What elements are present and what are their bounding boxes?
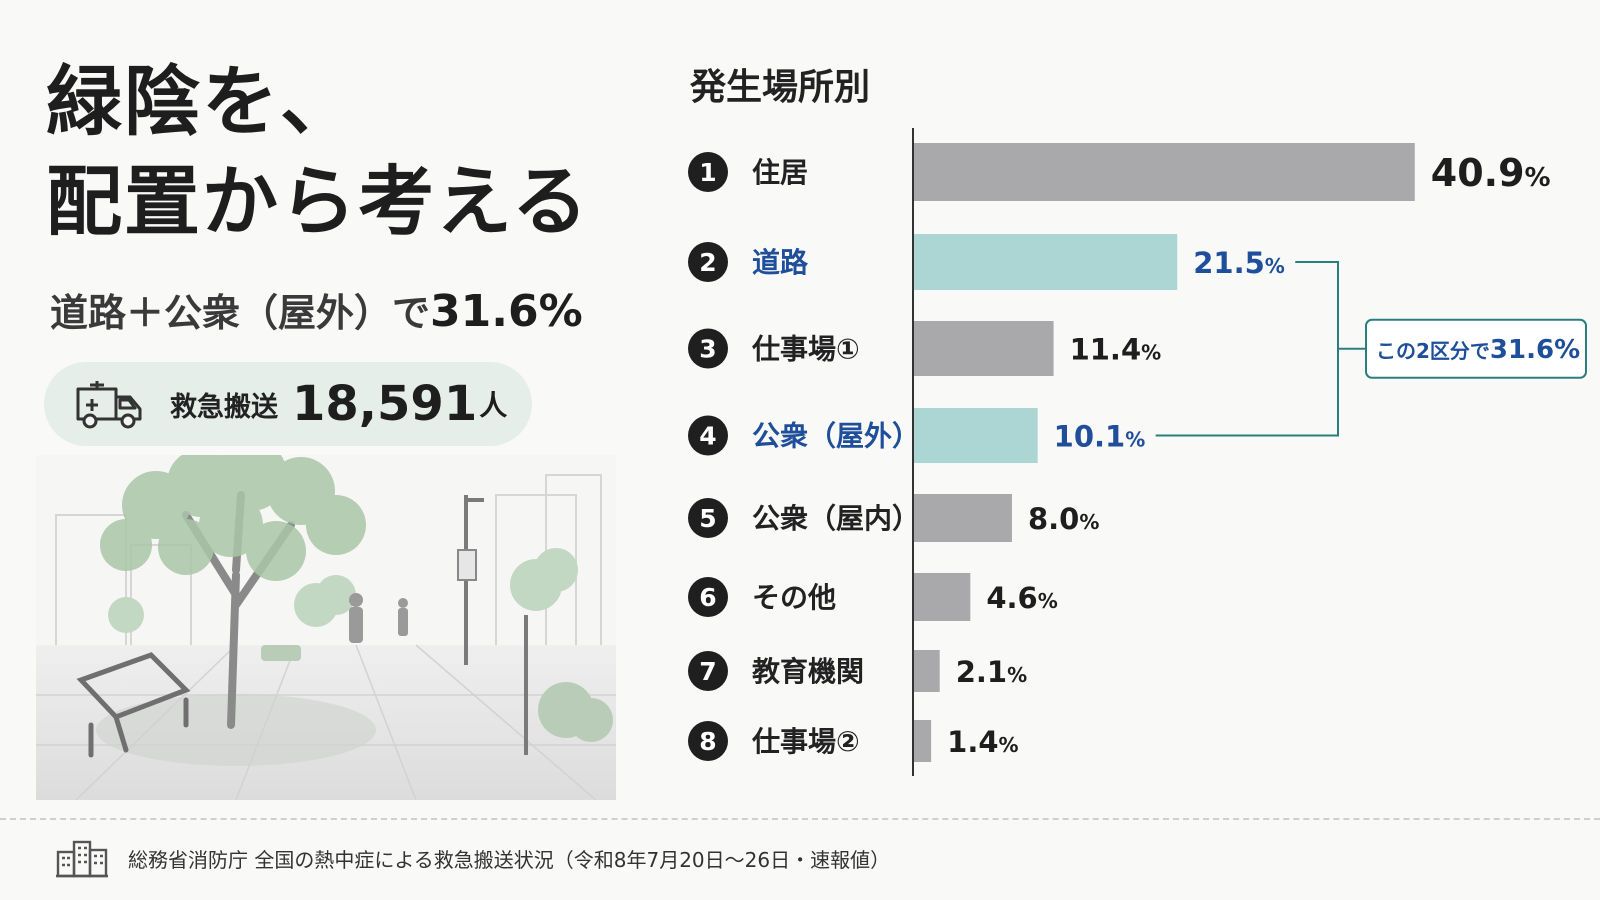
headline-line-2: 配置から考える xyxy=(46,157,590,246)
headline-line-1: 緑陰を、 xyxy=(46,57,358,146)
category-label-1: 住居 xyxy=(752,156,808,189)
subline: 道路＋公衆（屋外）で31.6% xyxy=(50,282,583,337)
rank-badge-7 xyxy=(688,651,728,691)
value-label-1: 40.9% xyxy=(1431,151,1551,195)
annotation-box xyxy=(1365,318,1587,379)
bar-5 xyxy=(914,494,1012,542)
rank-number-3: 3 xyxy=(699,335,716,364)
category-label-3: 仕事場① xyxy=(751,333,860,366)
ambulance-count-pill: 救急搬送 18,591 人 xyxy=(44,362,532,446)
headline: 緑陰を、 配置から考える xyxy=(46,52,590,252)
rank-number-8: 8 xyxy=(699,727,716,756)
value-label-4: 10.1% xyxy=(1054,420,1146,454)
rank-badge-6 xyxy=(688,577,728,617)
source-text: 総務省消防庁 全国の熱中症による救急搬送状況（令和8年7月20日～26日・速報値… xyxy=(128,847,891,872)
category-label-6: その他 xyxy=(752,581,836,614)
footer-divider xyxy=(0,818,1600,820)
subline-prefix: 道路＋公衆（屋外）で xyxy=(50,291,431,335)
rank-badge-8 xyxy=(688,721,728,761)
rank-number-2: 2 xyxy=(699,248,716,277)
bar-8 xyxy=(914,720,932,762)
highlight-bracket xyxy=(1155,261,1339,437)
rank-badge-1 xyxy=(688,152,728,192)
rank-number-7: 7 xyxy=(699,657,716,686)
value-label-2: 21.5% xyxy=(1193,246,1285,280)
category-label-4: 公衆（屋外） xyxy=(752,420,920,453)
subline-value: 31.6% xyxy=(430,286,583,337)
value-label-5: 8.0% xyxy=(1028,502,1099,536)
rank-badge-2 xyxy=(688,242,728,282)
rank-badge-4 xyxy=(688,415,728,456)
bar-6 xyxy=(914,573,971,621)
category-label-2: 道路 xyxy=(752,246,809,279)
bar-7 xyxy=(914,650,940,692)
value-label-3: 11.4% xyxy=(1070,333,1162,367)
building-icon xyxy=(56,840,108,878)
bar-3 xyxy=(914,321,1054,376)
rank-number-1: 1 xyxy=(699,158,716,187)
bar-2 xyxy=(914,234,1178,290)
category-label-8: 仕事場② xyxy=(751,725,860,758)
bar-1 xyxy=(914,143,1415,201)
ambulance-count: 18,591 xyxy=(292,376,478,432)
ambulance-icon xyxy=(76,381,142,429)
source-note: 総務省消防庁 全国の熱中症による救急搬送状況（令和8年7月20日～26日・速報値… xyxy=(56,838,890,878)
rank-badge-5 xyxy=(688,498,728,538)
ambulance-unit: 人 xyxy=(479,389,508,422)
rank-number-6: 6 xyxy=(699,583,716,612)
value-label-7: 2.1% xyxy=(956,655,1027,689)
category-label-5: 公衆（屋内） xyxy=(752,502,920,535)
street-tree-illustration xyxy=(36,455,616,800)
rank-number-4: 4 xyxy=(699,422,716,451)
category-label-7: 教育機関 xyxy=(752,655,864,688)
ambulance-label: 救急搬送 xyxy=(170,391,278,423)
chart-title: 発生場所別 xyxy=(690,67,871,108)
rank-badge-3 xyxy=(688,328,728,369)
value-label-8: 1.4% xyxy=(947,725,1018,759)
value-label-6: 4.6% xyxy=(986,581,1057,615)
bar-4 xyxy=(914,408,1038,463)
annotation-text: この2区分で31.6% xyxy=(1376,335,1580,365)
rank-number-5: 5 xyxy=(699,504,716,533)
